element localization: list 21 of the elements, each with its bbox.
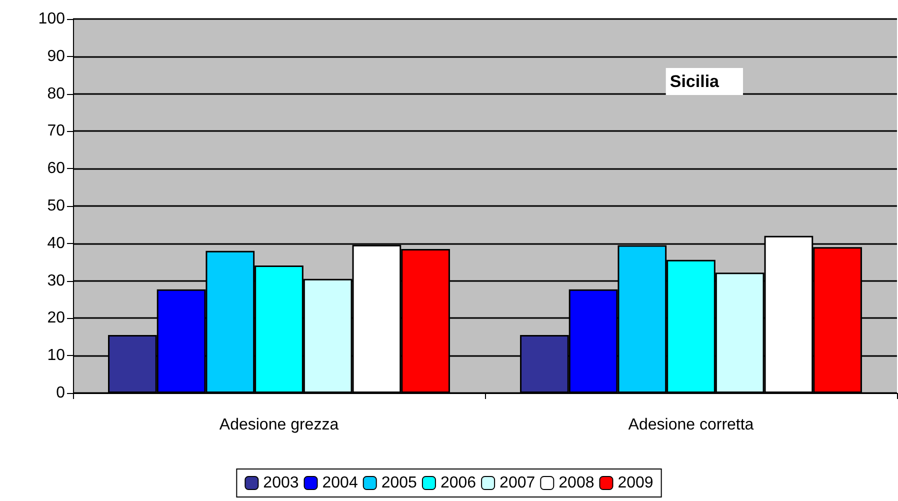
x-tick-label: Adesione corretta — [628, 416, 754, 434]
y-tick-label: 40 — [47, 234, 66, 252]
y-tick-label: 60 — [47, 160, 66, 178]
y-tick-label: 0 — [56, 384, 66, 402]
y-tick-label: 20 — [47, 310, 66, 327]
legend-label: 2003 — [263, 474, 299, 492]
legend-label: 2008 — [558, 474, 594, 492]
y-tick-label: 50 — [47, 198, 66, 214]
y-tick-label: 80 — [47, 85, 66, 102]
annotation: Sicilia — [670, 72, 720, 91]
y-tick-label: 30 — [47, 272, 66, 290]
legend-label: 2007 — [500, 474, 536, 492]
legend-label: 2004 — [322, 474, 358, 492]
legend-label: 2005 — [381, 474, 418, 492]
x-tick-label: Adesione grezza — [219, 416, 339, 434]
y-tick-label: 10 — [47, 347, 66, 364]
y-tick-label: 70 — [47, 122, 66, 140]
legend-label: 2009 — [618, 474, 654, 492]
legend-label: 2006 — [440, 474, 476, 492]
y-tick-label: 90 — [47, 48, 66, 65]
y-tick-label: 100 — [38, 10, 66, 28]
